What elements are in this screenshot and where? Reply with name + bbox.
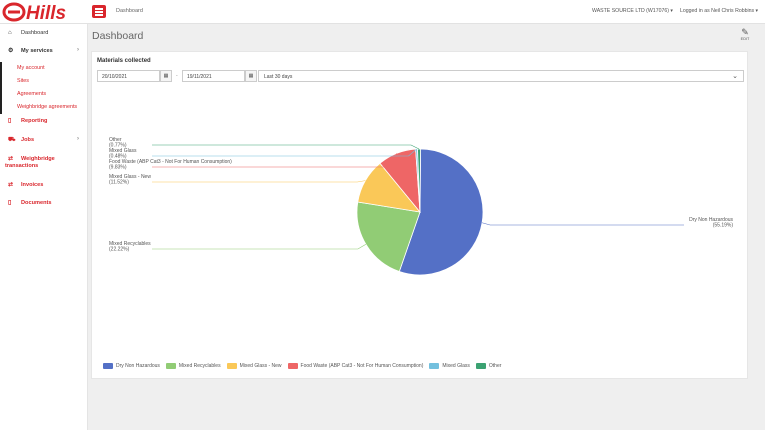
- edit-button[interactable]: ✎ EDIT: [736, 27, 754, 45]
- pie-leader-line: [152, 153, 397, 168]
- my-services-submenu: My account Sites Agreements Weighbridge …: [0, 62, 88, 114]
- pie-label-percent: (55.19%): [713, 223, 734, 229]
- date-to-input[interactable]: 19/11/2021: [182, 70, 245, 82]
- pie-leader-line: [152, 148, 417, 157]
- pie-label-percent: (9.83%): [109, 165, 127, 171]
- sidebar-item-label: Reporting: [21, 118, 48, 124]
- pie-label-name: Mixed Glass - New: [109, 174, 151, 180]
- pie-leader-line: [152, 244, 367, 250]
- date-separator: -: [176, 73, 178, 79]
- date-range-value: Last 30 days: [264, 74, 293, 80]
- sidebar: ⌂ Dashboard ⚙ My services › My account S…: [0, 24, 88, 430]
- logo-text: Hills: [26, 3, 66, 23]
- pie-slice-dry-non-hazardous[interactable]: [398, 148, 484, 276]
- pie-leader-line: [481, 222, 684, 226]
- date-to-value: 19/11/2021: [187, 74, 212, 80]
- legend-item[interactable]: Mixed Recyclables: [165, 363, 221, 369]
- legend-label: Mixed Recyclables: [178, 363, 221, 369]
- date-from-input[interactable]: 20/10/2021: [97, 70, 160, 82]
- legend-label: Mixed Glass: [442, 363, 470, 369]
- chevron-down-icon: ⌄: [732, 73, 738, 80]
- pie-chart: Dry Non Hazardous(55.19%) Mixed Recyclabl…: [109, 137, 734, 276]
- sidebar-item-label: Documents: [21, 200, 52, 206]
- user-menu[interactable]: Logged in as Neil Chris Robbins ▾: [680, 8, 759, 14]
- legend-item[interactable]: Food Waste (ABP Cat3 - Not For Human Con…: [287, 363, 424, 369]
- sidebar-item-label: Invoices: [21, 182, 44, 188]
- pie-label-name: Food Waste (ABP Cat3 - Not For Human Con…: [109, 159, 232, 165]
- document-icon: ▯: [8, 118, 12, 124]
- pie-slice-other[interactable]: [417, 148, 421, 213]
- chevron-right-icon: ›: [77, 136, 79, 142]
- legend-label: Mixed Glass - New: [239, 363, 282, 369]
- sidebar-item-label-line2: transactions: [5, 163, 39, 169]
- calendar-icon[interactable]: ▦: [245, 70, 257, 82]
- calendar-icon[interactable]: ▦: [160, 70, 172, 82]
- menu-toggle-button[interactable]: [92, 5, 106, 18]
- legend-item[interactable]: Dry Non Hazardous: [103, 363, 160, 369]
- legend-item[interactable]: Mixed Glass: [429, 363, 470, 369]
- breadcrumb[interactable]: Dashboard: [116, 8, 143, 14]
- pie-leader-line: [152, 180, 366, 183]
- pie-label-percent: (11.52%): [109, 180, 129, 186]
- chart-legend: Dry Non Hazardous Mixed Recyclables Mixed …: [103, 363, 507, 369]
- home-icon: ⌂: [8, 30, 12, 36]
- edit-icon: ✎: [741, 27, 749, 37]
- sidebar-item-label: Dashboard: [21, 30, 49, 36]
- pie-label-percent: (0.48%): [109, 154, 127, 160]
- page-title: Dashboard: [92, 30, 144, 42]
- legend-label: Dry Non Hazardous: [116, 363, 160, 369]
- legend-swatch: [165, 363, 176, 369]
- sidebar-item-label: Weighbridge: [21, 156, 55, 162]
- legend-swatch: [103, 363, 113, 369]
- submenu-item-my-account[interactable]: My account: [17, 65, 45, 71]
- pie-label-percent: (22.22%): [109, 247, 130, 253]
- pie-label-percent: (0.77%): [109, 143, 127, 149]
- chevron-down-icon: ›: [77, 47, 79, 53]
- legend-label: Other: [488, 363, 502, 369]
- date-from-value: 20/10/2021: [102, 74, 128, 80]
- pie-label-name: Mixed Recyclables: [109, 241, 151, 247]
- sidebar-item-label: Jobs: [21, 137, 35, 143]
- legend-swatch: [429, 363, 440, 369]
- legend-swatch: [226, 363, 237, 369]
- materials-collected-card: Materials collected 20/10/2021 ▦ - 19/11…: [91, 51, 748, 379]
- pie-label-name: Dry Non Hazardous: [689, 217, 733, 223]
- legend-label: Food Waste (ABP Cat3 - Not For Human Con…: [300, 363, 424, 369]
- pie-leader-line: [152, 144, 420, 150]
- legend-item[interactable]: Other: [475, 363, 502, 369]
- exchange-icon: ⇄: [8, 156, 14, 162]
- legend-item[interactable]: Mixed Glass - New: [226, 363, 282, 369]
- exchange-icon: ⇄: [8, 182, 14, 188]
- legend-swatch: [287, 363, 298, 369]
- card-title: Materials collected: [97, 58, 151, 64]
- top-bar: Hills Dashboard WASTE SOURCE LTD (W17076…: [0, 0, 765, 24]
- date-range-select[interactable]: Last 30 days ⌄: [258, 70, 744, 82]
- gears-icon: ⚙: [8, 48, 14, 54]
- truck-icon: ⛟: [8, 137, 16, 143]
- hills-logo[interactable]: Hills: [2, 1, 88, 23]
- document-icon: ▯: [8, 200, 12, 206]
- legend-swatch: [475, 363, 486, 369]
- company-selector[interactable]: WASTE SOURCE LTD (W17076) ▾: [592, 8, 674, 14]
- sidebar-item-label: My services: [21, 48, 53, 54]
- submenu-item-agreements[interactable]: Agreements: [17, 91, 47, 97]
- submenu-item-sites[interactable]: Sites: [17, 78, 29, 84]
- edit-label: EDIT: [740, 37, 750, 41]
- pie-label-name: Mixed Glass: [109, 148, 137, 154]
- submenu-item-weighbridge-agreements[interactable]: Weighbridge agreements: [17, 104, 78, 110]
- pie-label-name: Other: [109, 137, 122, 143]
